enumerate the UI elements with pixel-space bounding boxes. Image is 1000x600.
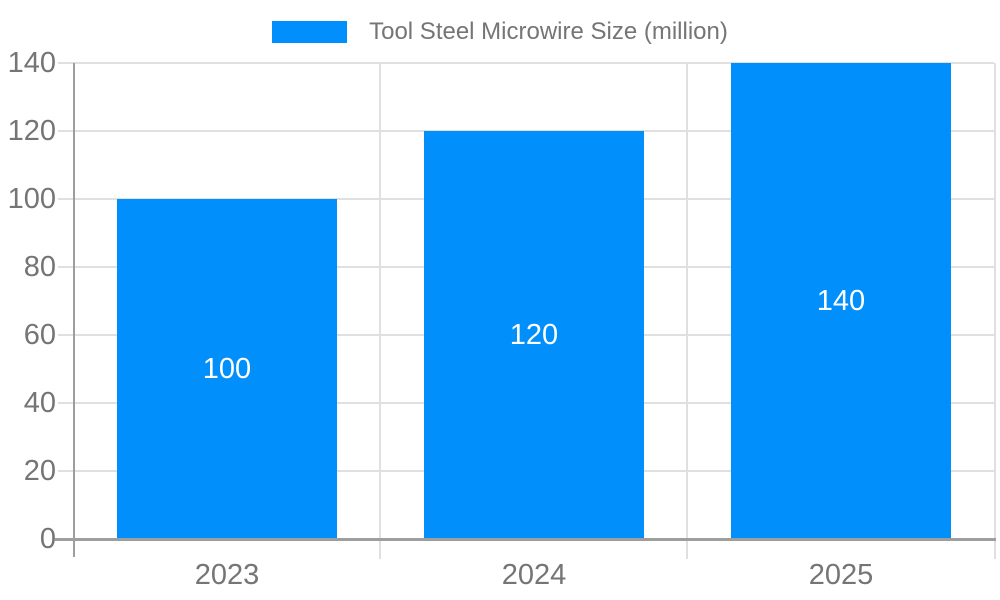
y-tick-label: 120 bbox=[7, 115, 56, 147]
bar-value-label: 120 bbox=[509, 319, 559, 351]
y-axis-line bbox=[73, 63, 75, 557]
x-axis-baseline bbox=[55, 538, 996, 541]
y-tick-label: 0 bbox=[39, 523, 56, 555]
x-tick-label: 2023 bbox=[194, 559, 260, 591]
y-tick-label: 40 bbox=[23, 387, 56, 419]
y-tick-label: 20 bbox=[23, 455, 56, 487]
x-tick-label: 2024 bbox=[501, 559, 567, 591]
category-separator-line bbox=[686, 63, 688, 559]
category-separator-line bbox=[379, 63, 381, 559]
y-gridline bbox=[58, 62, 994, 64]
y-tick-label: 80 bbox=[23, 251, 56, 283]
bar bbox=[424, 131, 644, 539]
y-tick-label: 100 bbox=[7, 183, 56, 215]
bar-value-label: 100 bbox=[202, 353, 252, 385]
y-tick-label: 60 bbox=[23, 319, 56, 351]
plot-right-border bbox=[994, 63, 996, 559]
bar bbox=[731, 63, 951, 539]
legend-swatch-icon bbox=[272, 21, 348, 43]
legend-item[interactable]: Tool Steel Microwire Size (million) bbox=[272, 20, 728, 44]
bar bbox=[117, 199, 337, 539]
x-tick-label: 2025 bbox=[808, 559, 874, 591]
legend-label: Tool Steel Microwire Size (million) bbox=[369, 18, 728, 45]
bar-value-label: 140 bbox=[816, 285, 866, 317]
legend: Tool Steel Microwire Size (million) bbox=[0, 20, 1000, 44]
y-tick-label: 140 bbox=[7, 47, 56, 79]
